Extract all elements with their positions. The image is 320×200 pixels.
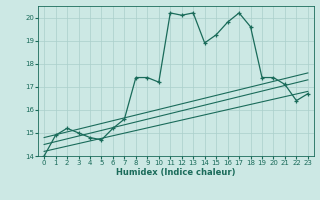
X-axis label: Humidex (Indice chaleur): Humidex (Indice chaleur) [116,168,236,177]
